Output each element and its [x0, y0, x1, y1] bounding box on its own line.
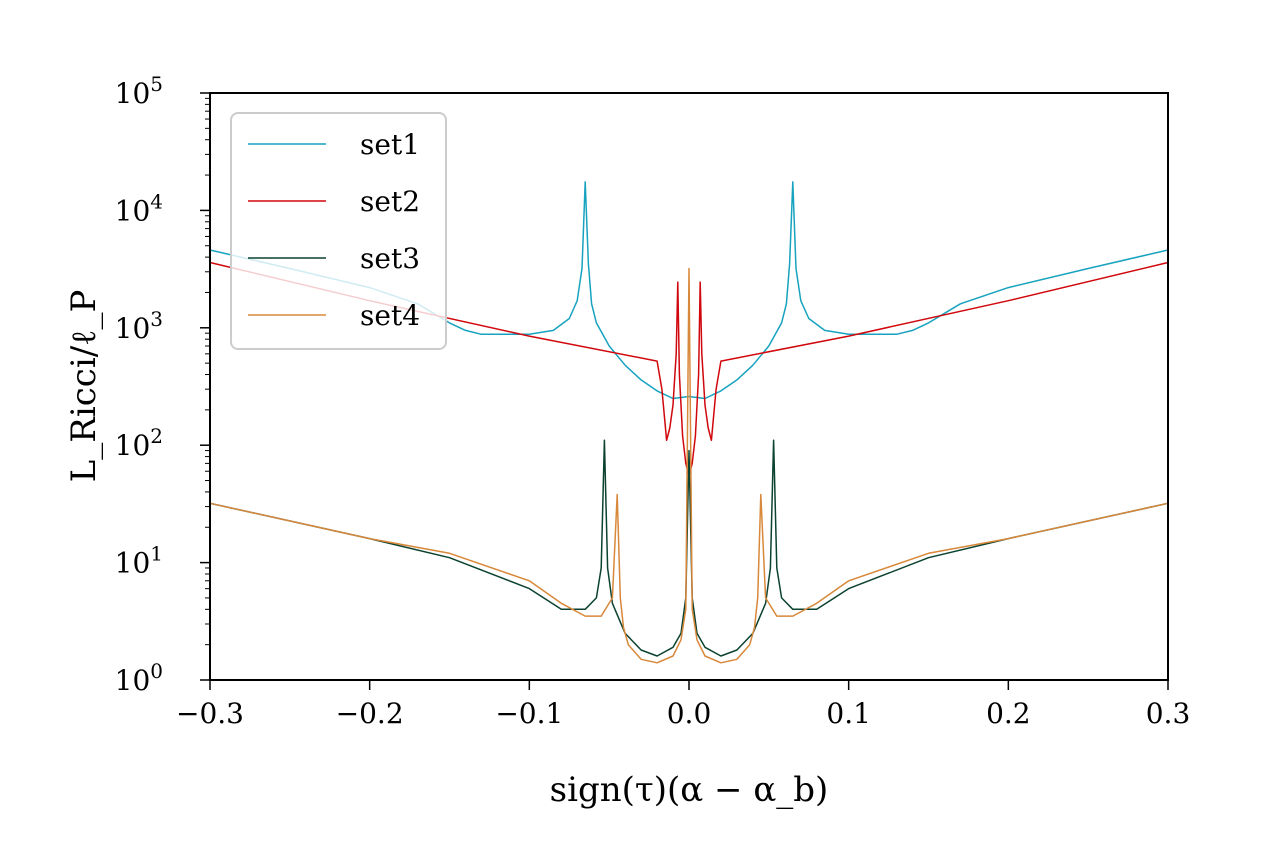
series-layer	[209, 181, 1169, 664]
legend: set1 set2 set3 set4	[230, 112, 447, 350]
x-tick-label: 0.3	[1146, 697, 1191, 730]
legend-label-set3: set3	[360, 242, 420, 275]
y-tick-label: 100	[115, 659, 163, 697]
series-line-set3	[209, 439, 1169, 657]
y-axis-label: L_Ricci/ℓ_P	[64, 290, 104, 483]
x-tick-label: −0.3	[176, 697, 244, 730]
legend-label-set4: set4	[360, 299, 420, 332]
plot-frame	[209, 92, 1169, 681]
series-line-set1	[209, 181, 1169, 400]
x-tick-label: 0.2	[986, 697, 1031, 730]
y-tick-label: 105	[115, 72, 163, 110]
tick-layer: −0.3 −0.2 −0.1 0.0 0.1 0.2 0.3 100 101 102 103 104 1…	[115, 72, 1191, 730]
legend-box	[230, 112, 447, 350]
y-tick-label: 103	[115, 307, 163, 345]
series-line-set4	[209, 267, 1169, 664]
x-tick-label: −0.2	[336, 697, 404, 730]
x-tick-label: −0.1	[495, 697, 563, 730]
legend-label-set2: set2	[360, 185, 420, 218]
y-tick-label: 101	[115, 542, 163, 580]
x-tick-label: 0.0	[667, 697, 712, 730]
x-tick-label: 0.1	[826, 697, 871, 730]
y-tick-label: 104	[115, 189, 163, 227]
x-axis-label: sign(τ)(α − α_b)	[550, 770, 829, 810]
y-tick-label: 102	[115, 424, 163, 462]
legend-label-set1: set1	[360, 128, 420, 161]
